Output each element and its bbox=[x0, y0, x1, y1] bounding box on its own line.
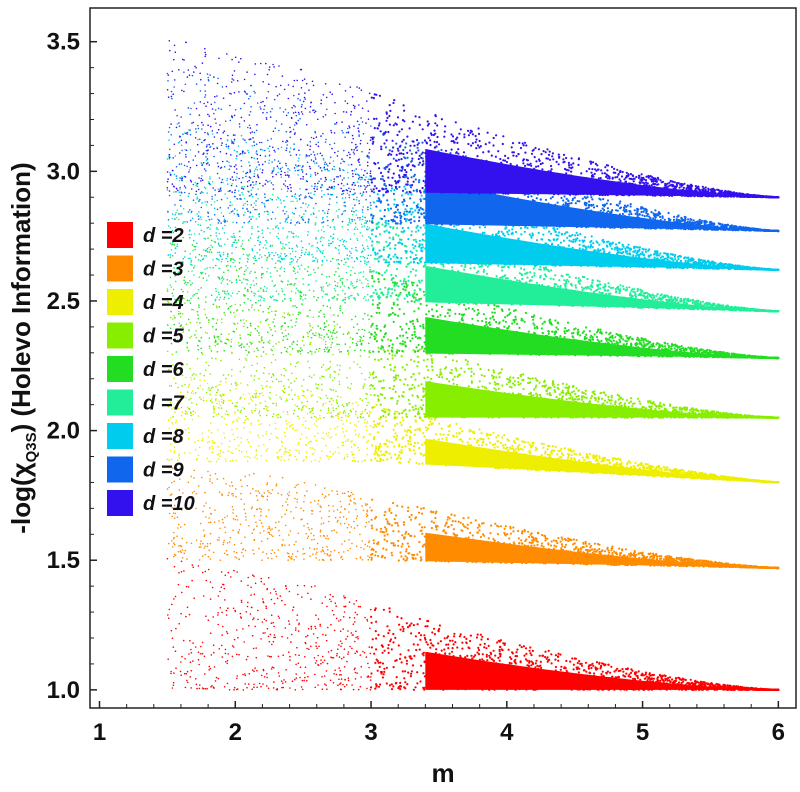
x-tick-label: 2 bbox=[229, 719, 242, 746]
series-points-9 bbox=[166, 40, 780, 199]
y-tick-label: 2.0 bbox=[47, 418, 80, 445]
legend-label: d =8 bbox=[143, 426, 184, 448]
y-axis: 1.0 1.5 2.0 2.5 3.0 3.5 bbox=[47, 29, 97, 704]
legend-label: d =2 bbox=[143, 225, 184, 247]
x-tick-label: 4 bbox=[500, 719, 514, 746]
y-tick-label: 3.0 bbox=[47, 158, 80, 185]
series-points-1 bbox=[166, 557, 780, 692]
legend-swatch bbox=[107, 423, 133, 449]
series-band-6 bbox=[425, 265, 779, 312]
legend-swatch bbox=[107, 490, 133, 516]
series-points-7 bbox=[166, 123, 780, 271]
series-band-2 bbox=[425, 532, 779, 568]
legend-swatch bbox=[107, 389, 133, 416]
y-tick-label: 3.5 bbox=[47, 29, 80, 56]
legend-swatch bbox=[107, 322, 133, 349]
plot-frame bbox=[89, 7, 797, 709]
series-points-4 bbox=[166, 288, 780, 419]
legend-swatch bbox=[107, 289, 133, 315]
series-band-7 bbox=[425, 223, 779, 270]
series-band-1 bbox=[425, 651, 779, 690]
series-band-3 bbox=[425, 438, 779, 483]
series-points-6 bbox=[169, 172, 780, 313]
scatter-points bbox=[166, 40, 780, 692]
series-points-3 bbox=[166, 376, 780, 484]
series-band-5 bbox=[425, 317, 779, 358]
y-axis-title: -log(χQ3S) (Holevo Information) bbox=[6, 162, 40, 533]
legend-label: d =9 bbox=[143, 460, 184, 482]
legend-label: d =5 bbox=[143, 326, 184, 348]
series-points-8 bbox=[166, 71, 780, 233]
legend-label: d =3 bbox=[143, 259, 184, 281]
series-points-5 bbox=[166, 229, 780, 360]
series-band-8 bbox=[425, 180, 779, 231]
y-axis-title-main: -log(χ bbox=[6, 462, 36, 533]
x-tick-label: 3 bbox=[364, 719, 377, 746]
x-tick-label: 5 bbox=[636, 719, 649, 746]
legend-swatch bbox=[107, 356, 133, 382]
y-tick-label: 2.5 bbox=[47, 288, 80, 315]
y-axis-title-rest: ) (Holevo Information) bbox=[6, 162, 36, 432]
x-tick-label: 6 bbox=[772, 719, 785, 746]
series-band-4 bbox=[425, 381, 779, 418]
x-axis: 1 2 3 4 5 6 bbox=[93, 701, 785, 746]
series-band-9 bbox=[425, 148, 779, 198]
y-tick-label: 1.5 bbox=[47, 547, 80, 574]
legend-swatch bbox=[107, 222, 133, 248]
legend: d =2 d =3 d =4 d =5 d =6 d =7 d =8 d =9 d =10 bbox=[107, 222, 195, 516]
legend-swatch bbox=[107, 456, 133, 483]
legend-swatch bbox=[107, 255, 133, 282]
y-tick-label: 1.0 bbox=[47, 677, 80, 704]
y-axis-title-sub: Q3S bbox=[23, 432, 40, 462]
legend-label: d =10 bbox=[143, 493, 195, 515]
x-tick-label: 1 bbox=[93, 719, 106, 746]
legend-label: d =7 bbox=[143, 393, 184, 415]
x-axis-title: m bbox=[431, 758, 454, 788]
series-points-2 bbox=[166, 463, 780, 570]
legend-label: d =6 bbox=[143, 359, 184, 381]
legend-label: d =4 bbox=[143, 292, 184, 314]
